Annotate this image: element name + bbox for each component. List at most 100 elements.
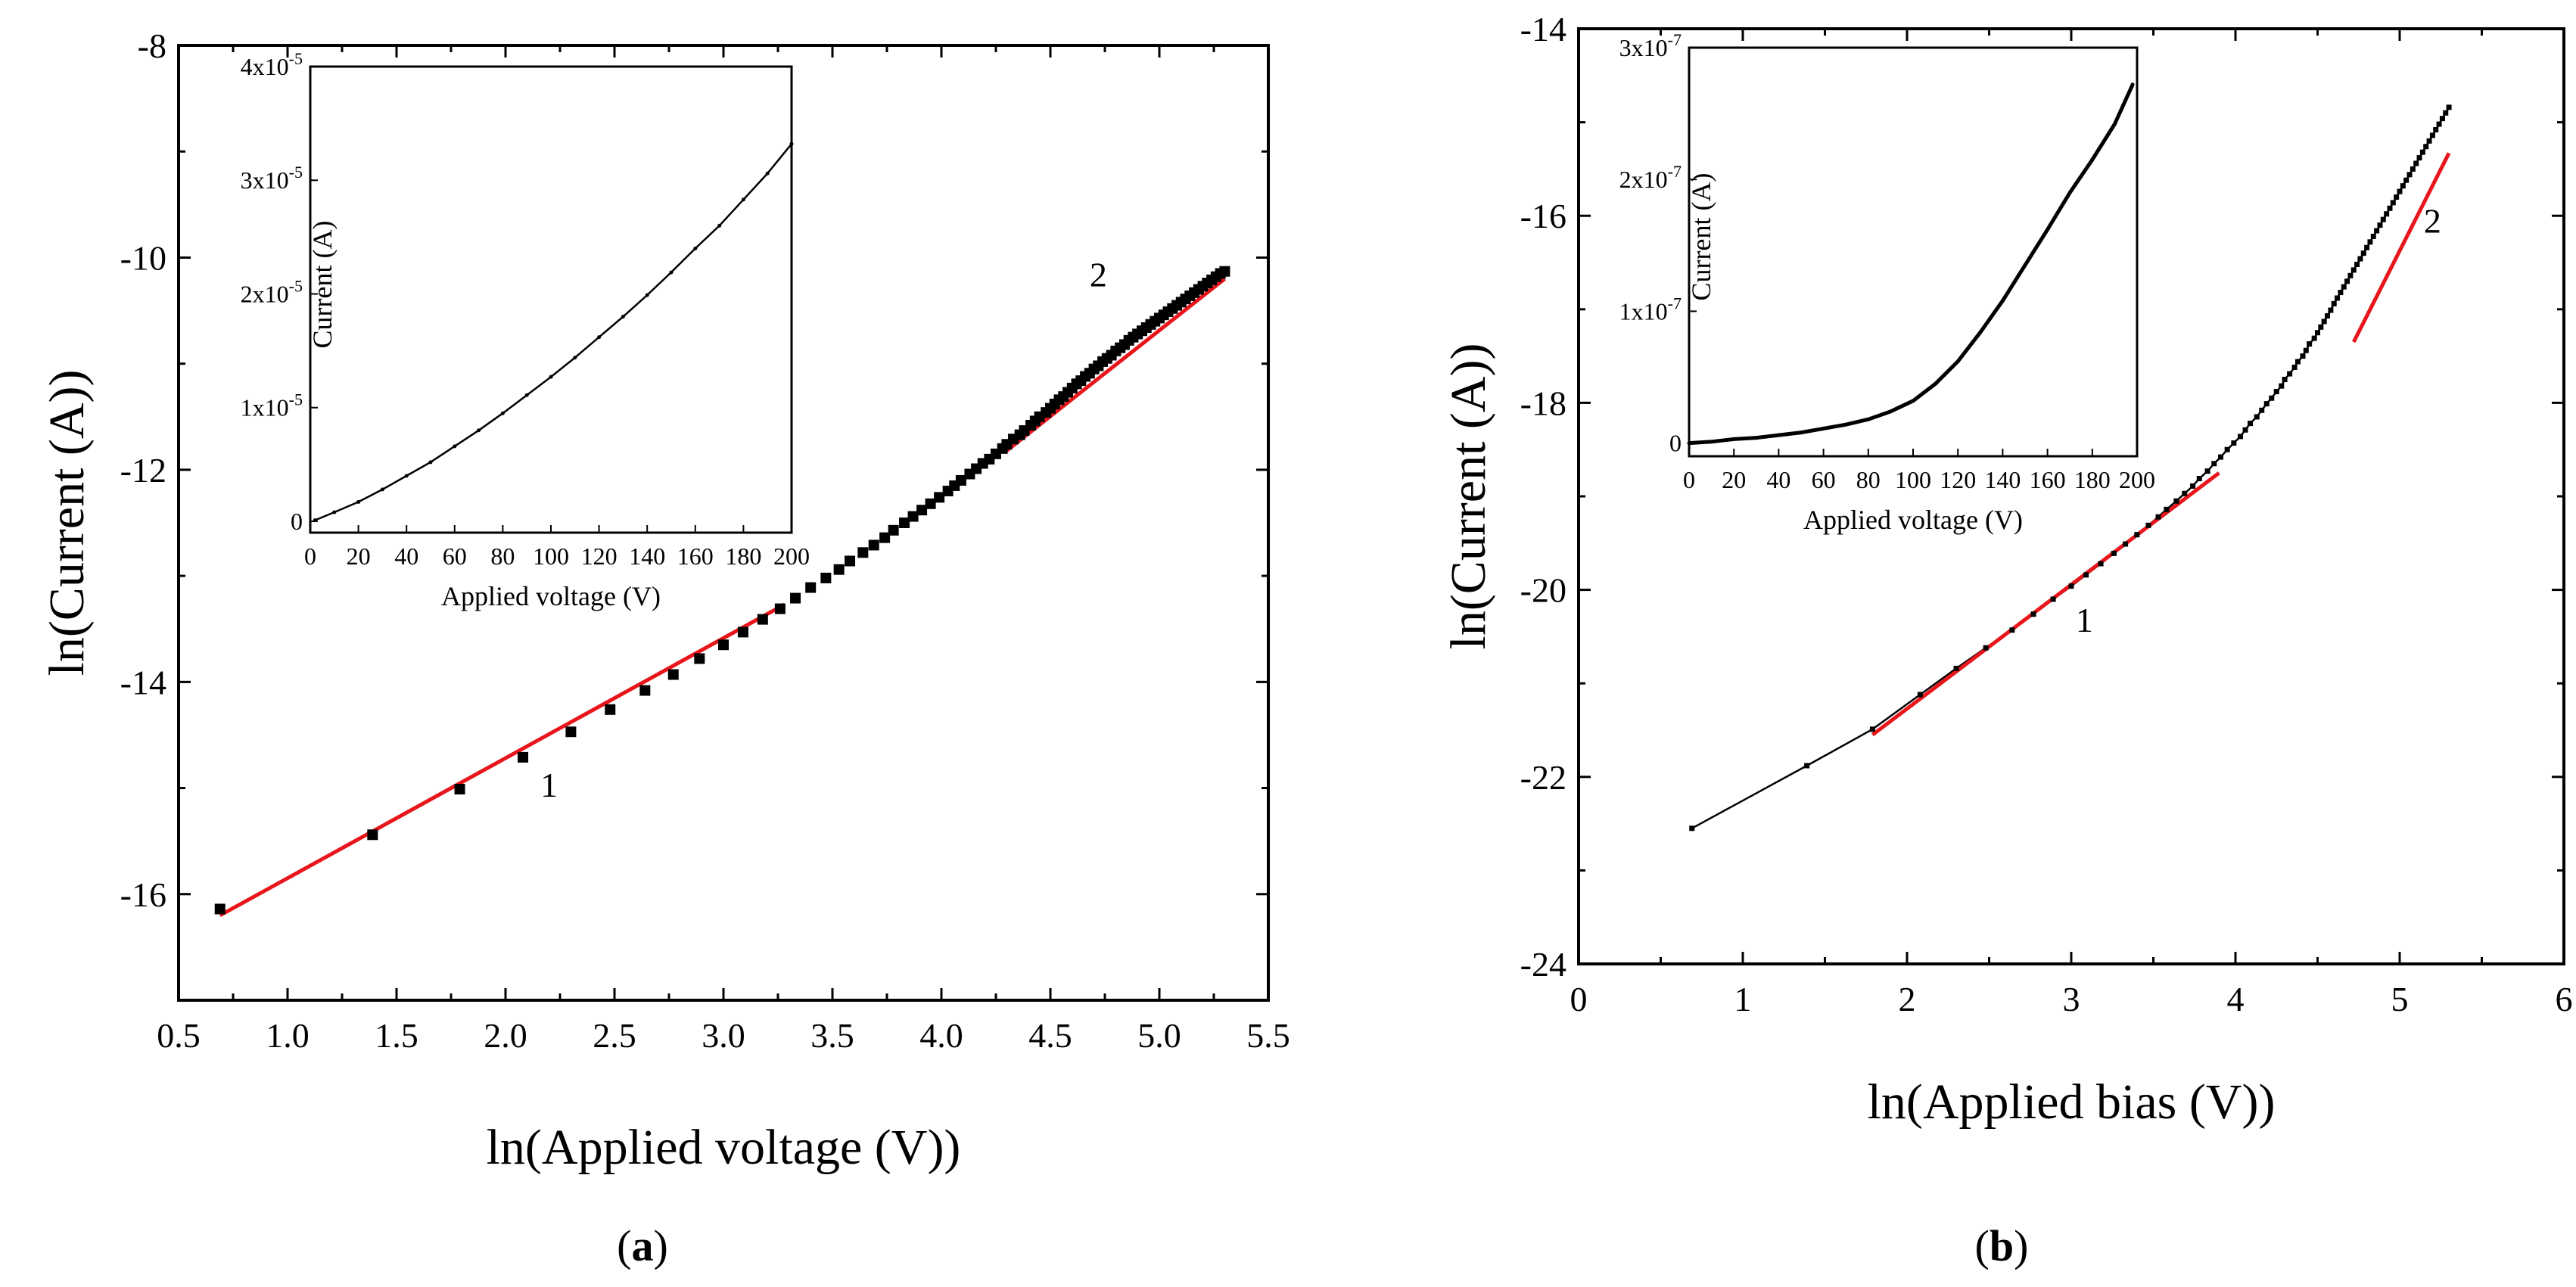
y-axis-ticks-b: -24 -22 -20 -18 -16 -14 xyxy=(1520,10,2564,984)
y-tick-label: -14 xyxy=(1520,10,1566,48)
y-axis-ticks-a: -16 -14 -12 -10 -8 xyxy=(120,26,1268,914)
inset-x-tick-label: 160 xyxy=(677,542,714,570)
inset-y-tick-label: 2x10-7 xyxy=(1619,162,1682,193)
data-point xyxy=(2377,222,2383,228)
data-point xyxy=(790,592,801,604)
inset-y-label-a: Current (A) xyxy=(307,221,338,349)
data-point xyxy=(2354,261,2360,267)
data-point xyxy=(2217,454,2223,460)
data-point xyxy=(518,751,529,763)
x-tick-label: 1.5 xyxy=(375,1016,418,1055)
inset-chart-a: 0 20 40 60 80 100 120 140 160 180 200 01x10-52x10-… xyxy=(241,49,810,611)
data-point xyxy=(2433,126,2439,132)
inset-frame-a xyxy=(309,65,793,534)
x-tick-label: 4 xyxy=(2227,980,2245,1018)
data-point xyxy=(2426,138,2432,144)
y-tick-label: -20 xyxy=(1520,571,1566,610)
data-point xyxy=(2413,160,2419,166)
data-point xyxy=(2190,483,2196,489)
data-point xyxy=(2321,319,2327,325)
data-point xyxy=(2374,228,2380,234)
inset-x-tick-label: 0 xyxy=(304,542,316,570)
data-point xyxy=(888,524,899,536)
data-point xyxy=(2446,104,2452,110)
inset-x-tick-label: 120 xyxy=(1940,466,1976,493)
data-point xyxy=(2397,188,2403,194)
inset-x-tick-label: 180 xyxy=(725,542,761,570)
data-point xyxy=(367,829,378,841)
data-point xyxy=(1219,266,1230,277)
data-point xyxy=(2311,335,2317,341)
fit-line xyxy=(1871,471,2220,737)
data-point xyxy=(737,626,748,638)
inset-x-tick-label: 140 xyxy=(1984,466,2021,493)
inset-x-tick-label: 40 xyxy=(1766,466,1790,493)
inset-frame-b xyxy=(1688,46,2139,458)
inset-y-tick-label: 3x10-5 xyxy=(241,163,303,194)
tick-mantissa: 1x10 xyxy=(241,394,289,421)
data-point xyxy=(1917,692,1923,698)
tick-exponent: -7 xyxy=(1668,294,1682,312)
data-point xyxy=(2387,205,2393,211)
inset-x-ticks-b: 0 20 40 60 80 100 120 140 160 180 200 xyxy=(1683,449,2155,493)
data-point xyxy=(2318,324,2324,330)
tick-mantissa: 4x10 xyxy=(241,53,289,80)
tick-mantissa: 2x10 xyxy=(1619,166,1668,193)
x-tick-label: 1.0 xyxy=(266,1016,310,1055)
y-tick-label: -14 xyxy=(120,663,166,701)
data-point xyxy=(2436,121,2442,127)
tick-mantissa: 1x10 xyxy=(1619,297,1668,325)
x-tick-label: 1 xyxy=(1734,980,1752,1018)
tick-mantissa: 3x10 xyxy=(241,166,289,194)
data-point xyxy=(955,474,966,486)
y-tick-label: -10 xyxy=(120,238,166,277)
y-tick-label: -16 xyxy=(120,875,166,914)
region-annotation: 2 xyxy=(1090,255,1107,294)
inset-x-tick-label: 60 xyxy=(1812,466,1836,493)
data-point xyxy=(2380,216,2386,222)
y-tick-label: -12 xyxy=(120,451,166,490)
fit-lines-a xyxy=(219,277,1226,918)
inset-x-tick-label: 80 xyxy=(1856,466,1881,493)
data-point xyxy=(2196,476,2202,482)
data-point xyxy=(2364,244,2370,250)
data-point xyxy=(879,532,891,543)
data-point xyxy=(2111,550,2117,556)
x-tick-label: 3 xyxy=(2063,980,2080,1018)
data-point xyxy=(2331,300,2337,306)
x-tick-label: 5.0 xyxy=(1137,1016,1181,1055)
data-point xyxy=(214,903,226,915)
inset-x-label-b: Applied voltage (V) xyxy=(1803,505,2023,535)
y-tick-label: -24 xyxy=(1520,945,1566,984)
tick-exponent: -5 xyxy=(289,49,303,68)
data-point xyxy=(565,726,577,738)
inset-y-tick-label: 0 xyxy=(1669,430,1682,457)
data-point xyxy=(2384,211,2390,217)
annotations-a: 12 xyxy=(540,255,1107,804)
x-tick-label: 6 xyxy=(2556,980,2573,1018)
inset-x-tick-label: 40 xyxy=(394,542,418,570)
data-point xyxy=(2335,295,2341,301)
y-tick-label: -22 xyxy=(1520,758,1566,797)
inset-y-tick-label: 0 xyxy=(291,508,303,535)
y-tick-label: -16 xyxy=(1520,197,1566,235)
data-point xyxy=(2050,596,2056,602)
tick-exponent: -5 xyxy=(289,390,303,409)
caption-close-paren: ) xyxy=(2014,1221,2028,1270)
data-point xyxy=(2294,359,2301,365)
data-point xyxy=(2134,532,2140,538)
data-point xyxy=(1953,665,1959,671)
inset-x-tick-label: 20 xyxy=(1722,466,1746,493)
data-point xyxy=(2423,144,2429,150)
data-point xyxy=(2204,468,2210,474)
x-tick-label: 2.5 xyxy=(593,1016,636,1055)
data-point xyxy=(820,572,832,583)
inset-x-label-a: Applied voltage (V) xyxy=(441,581,661,611)
data-point xyxy=(2443,110,2449,116)
data-point xyxy=(2155,514,2161,520)
data-point xyxy=(2009,627,2015,633)
data-point xyxy=(916,505,928,516)
data-point xyxy=(2338,290,2344,296)
